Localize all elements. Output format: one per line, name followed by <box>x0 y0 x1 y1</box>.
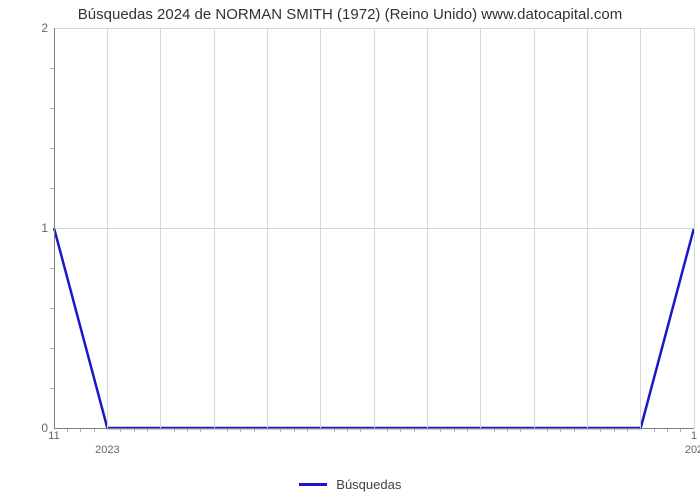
x-minor-tick <box>454 428 455 432</box>
x-minor-tick <box>294 428 295 432</box>
x-minor-tick <box>240 428 241 432</box>
x-minor-tick <box>187 428 188 432</box>
y-tick-label: 1 <box>41 221 48 235</box>
grid-line-v <box>534 28 535 428</box>
grid-line-v <box>267 28 268 428</box>
x-minor-tick <box>654 428 655 432</box>
x-minor-tick <box>387 428 388 432</box>
x-minor-tick <box>360 428 361 432</box>
x-year-label: 202 <box>685 444 700 456</box>
x-minor-tick <box>174 428 175 432</box>
grid-line-v <box>640 28 641 428</box>
legend-swatch <box>299 483 327 486</box>
plot-area: 0121112023202 <box>54 28 694 428</box>
x-minor-tick <box>547 428 548 432</box>
x-minor-tick <box>440 428 441 432</box>
x-minor-tick <box>627 428 628 432</box>
grid-line-v <box>480 28 481 428</box>
x-minor-tick <box>680 428 681 432</box>
x-minor-tick <box>80 428 81 432</box>
x-minor-tick <box>67 428 68 432</box>
x-minor-tick <box>227 428 228 432</box>
grid-line-v <box>427 28 428 428</box>
x-minor-tick <box>507 428 508 432</box>
x-minor-tick <box>520 428 521 432</box>
x-tick-label: 11 <box>48 430 59 442</box>
grid-line-v <box>694 28 695 428</box>
x-minor-tick <box>200 428 201 432</box>
x-minor-tick <box>280 428 281 432</box>
chart-title: Búsquedas 2024 de NORMAN SMITH (1972) (R… <box>0 6 700 23</box>
grid-line-v <box>587 28 588 428</box>
y-axis-line <box>54 28 55 428</box>
x-minor-tick <box>494 428 495 432</box>
x-minor-tick <box>94 428 95 432</box>
x-minor-tick <box>667 428 668 432</box>
chart-container: Búsquedas 2024 de NORMAN SMITH (1972) (R… <box>0 0 700 500</box>
x-minor-tick <box>574 428 575 432</box>
x-minor-tick <box>307 428 308 432</box>
grid-line-v <box>107 28 108 428</box>
x-minor-tick <box>254 428 255 432</box>
x-minor-tick <box>614 428 615 432</box>
x-minor-tick <box>334 428 335 432</box>
x-minor-tick <box>600 428 601 432</box>
y-tick-label: 0 <box>41 421 48 435</box>
x-minor-tick <box>134 428 135 432</box>
grid-line-v <box>214 28 215 428</box>
x-minor-tick <box>467 428 468 432</box>
x-year-label: 2023 <box>95 444 119 456</box>
x-minor-tick <box>400 428 401 432</box>
legend: Búsquedas <box>0 476 700 492</box>
x-minor-tick <box>560 428 561 432</box>
x-axis-line <box>54 428 694 429</box>
x-minor-tick <box>147 428 148 432</box>
x-minor-tick <box>414 428 415 432</box>
y-tick-label: 2 <box>41 21 48 35</box>
grid-line-v <box>320 28 321 428</box>
x-minor-tick <box>120 428 121 432</box>
grid-line-v <box>374 28 375 428</box>
legend-label: Búsquedas <box>336 477 401 492</box>
x-minor-tick <box>347 428 348 432</box>
grid-line-v <box>160 28 161 428</box>
x-tick-label: 1 <box>691 430 697 442</box>
